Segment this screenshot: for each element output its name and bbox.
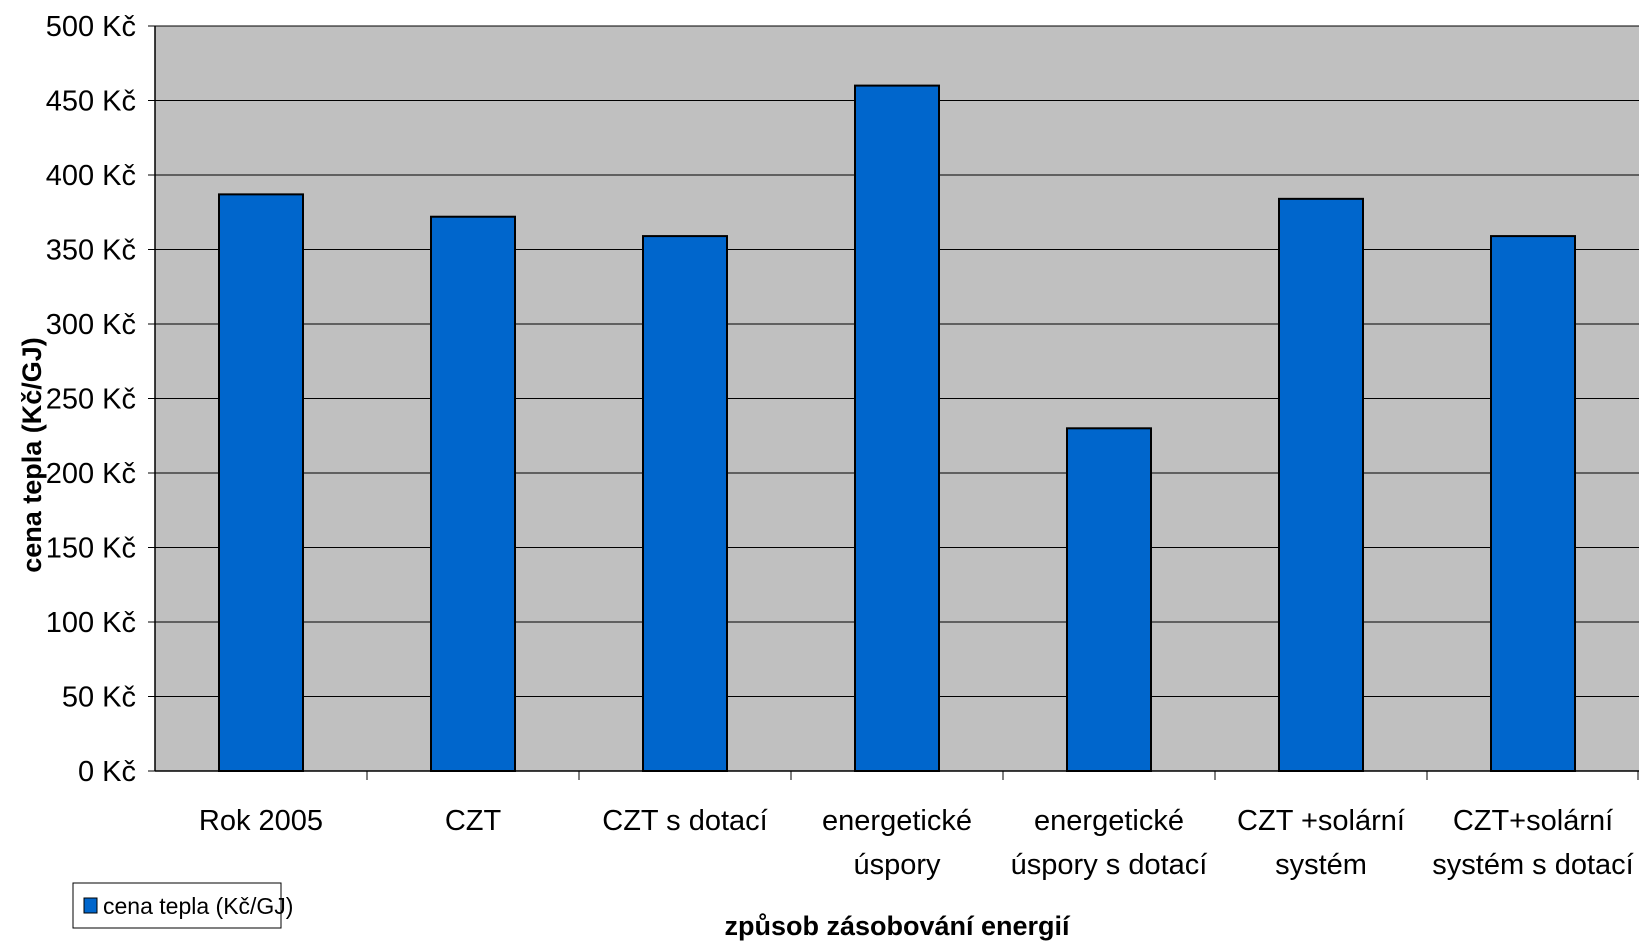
bar-4 <box>1066 427 1152 772</box>
y-tick-label: 500 Kč <box>46 11 136 43</box>
y-tick-label: 250 Kč <box>46 384 136 416</box>
x-tick-label-line: CZT +solární <box>1237 805 1405 837</box>
y-tick-label: 350 Kč <box>46 235 136 267</box>
x-tick-label: energetické úspory <box>822 805 972 881</box>
x-tick-label: Rok 2005 <box>199 805 323 837</box>
x-tick-label-line: energetické <box>822 805 972 837</box>
x-tick-label: CZT <box>445 805 502 837</box>
y-tick-label: 150 Kč <box>46 533 136 565</box>
y-tick-label: 50 Kč <box>62 682 136 714</box>
x-tick-label-line: energetické <box>1034 805 1184 837</box>
y-tick-label: 450 Kč <box>46 86 136 118</box>
x-axis-title: způsob zásobování energií <box>724 911 1071 941</box>
x-tick-label-line: CZT+solární <box>1453 805 1613 837</box>
x-tick-label-line: úspory s dotací <box>1011 849 1208 881</box>
x-tick-label: CZT s dotací <box>602 805 767 837</box>
bar-6 <box>1490 235 1576 772</box>
bar-2 <box>642 235 728 772</box>
legend: cena tepla (Kč/GJ) <box>72 882 293 929</box>
x-tick-label-line: CZT s dotací <box>602 805 767 837</box>
legend-box <box>72 882 282 929</box>
x-tick-label-line: úspory <box>853 849 941 881</box>
y-tick-label: 200 Kč <box>46 458 136 490</box>
y-tick-label: 300 Kč <box>46 309 136 341</box>
bars <box>218 84 1576 773</box>
x-tick-label-line: CZT <box>445 805 502 837</box>
y-tick-label: 100 Kč <box>46 607 136 639</box>
bar-5 <box>1278 197 1364 772</box>
x-tick-label-line: systém <box>1275 849 1367 881</box>
x-tick-label: CZT +solární systém <box>1237 805 1405 881</box>
x-tick-label: energetické úspory s dotací <box>1011 805 1208 881</box>
y-axis-title: cena tepla (Kč/GJ) <box>17 337 47 573</box>
axes <box>148 25 1639 780</box>
y-tick-label: 0 Kč <box>78 756 136 788</box>
bar-3 <box>854 84 940 773</box>
x-tick-labels: Rok 2005 CZT CZT s dotací energetické úspory… <box>199 805 1634 881</box>
x-tick-label: CZT+solární systém s dotací <box>1432 805 1633 881</box>
y-tick-label: 400 Kč <box>46 160 136 192</box>
x-tick-label-line: Rok 2005 <box>199 805 323 837</box>
y-tick-labels: 0 Kč 50 Kč 100 Kč 150 Kč 200 Kč 250 Kč 300 Kč 3… <box>46 11 136 788</box>
bar-1 <box>430 215 516 773</box>
legend-swatch <box>83 897 98 914</box>
legend-label: cena tepla (Kč/GJ) <box>103 893 293 919</box>
x-tick-label-line: systém s dotací <box>1432 849 1633 881</box>
bar-0 <box>218 193 304 772</box>
